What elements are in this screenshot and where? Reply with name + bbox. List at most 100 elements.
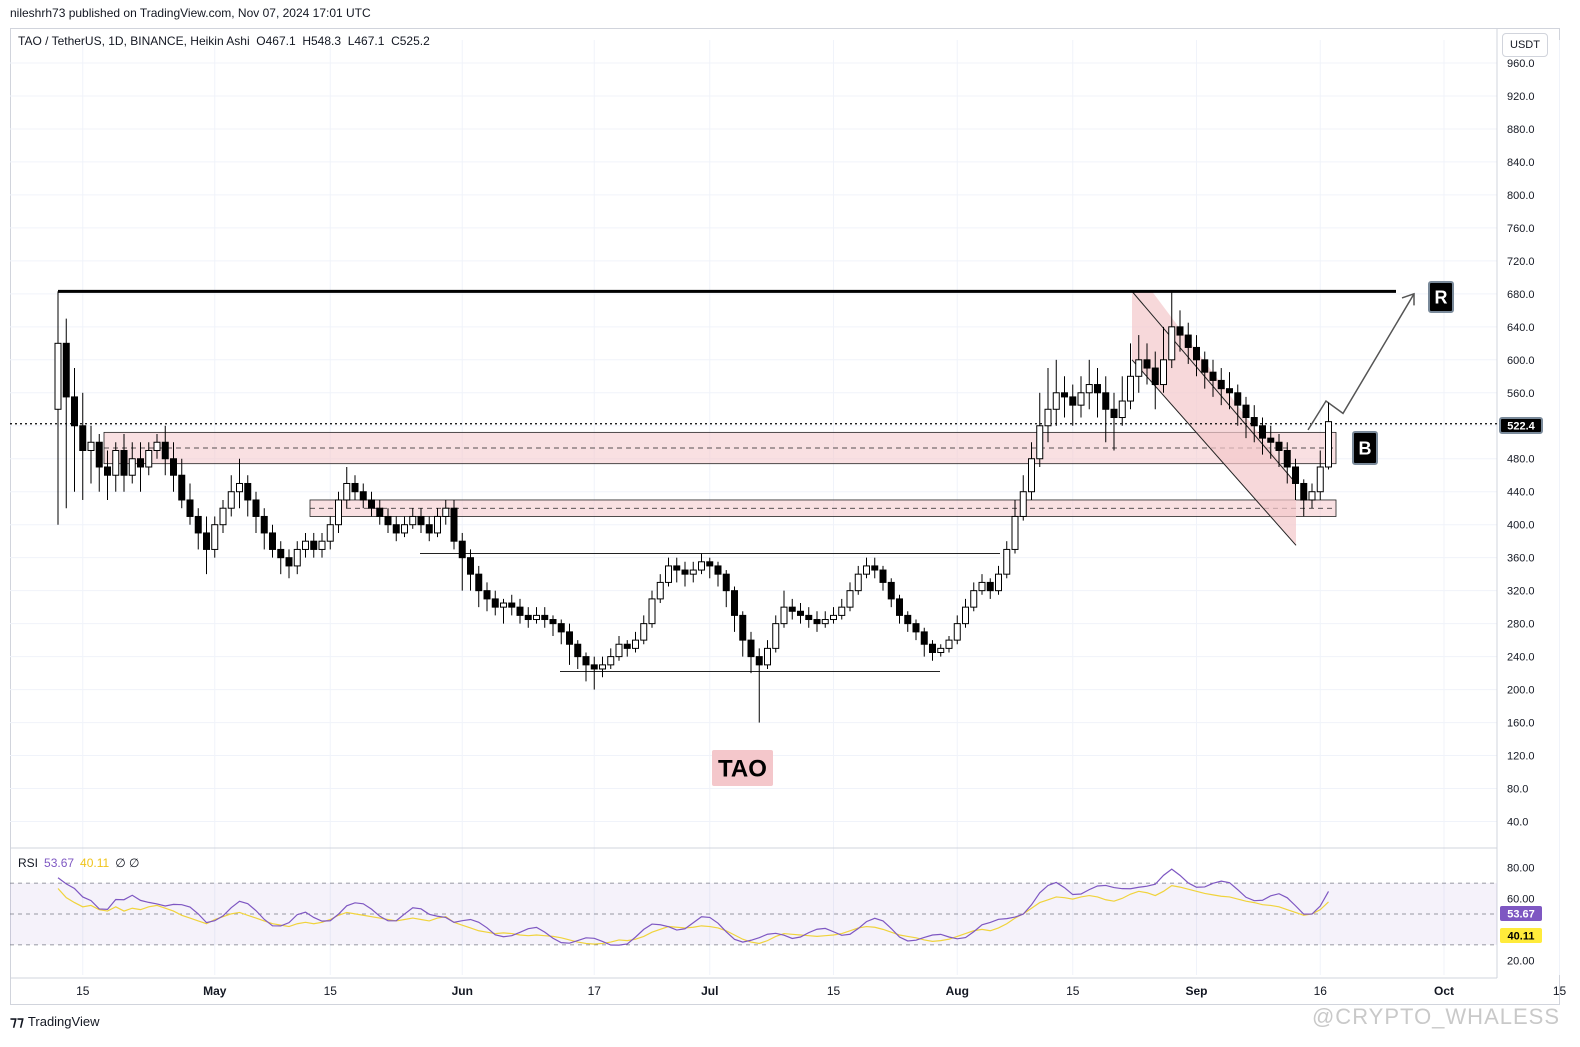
x-tick-label: Aug [946,984,969,998]
tv-brand: TradingView [27,1014,100,1029]
candle-up [995,573,1002,592]
channel-upper [1131,291,1297,484]
candle-down [1217,379,1225,390]
candle-up [937,647,945,653]
y-tick-label: 160.0 [1507,718,1535,730]
candle-up [1028,458,1035,493]
y-tick-label: 560.0 [1507,388,1535,400]
rsi-value-badge-bg [1500,906,1542,921]
candle-down [71,396,78,427]
candle-down [549,619,557,625]
last-price-badge-bg [1499,417,1543,434]
rsi-ma-value: 40.11 [80,856,110,870]
rsi-value: 53.67 [44,856,75,870]
x-tick-label: 16 [1314,984,1328,998]
candle-down [475,573,483,592]
candle-up [335,499,342,526]
candle-down [574,643,582,658]
candle-down [351,482,359,493]
x-tick-label: Oct [1434,984,1454,998]
candle-up [656,581,664,600]
candle-up [1325,421,1332,468]
rsi-value-badge: 53.67 [1500,906,1542,921]
x-tick-label: Jul [701,984,718,998]
candle-up [953,623,961,641]
rsi-value-badge-text: 53.67 [1507,908,1535,920]
y-tick-label: 600.0 [1507,355,1535,367]
asset-label-text: TAO [718,756,767,783]
candle-up [1160,359,1167,386]
candle-down [104,466,111,476]
candle-up [945,639,953,649]
candle-up [689,569,697,575]
candle-up [1036,425,1044,460]
candle-down [450,507,458,542]
rsi-band [10,883,1497,945]
candle-up [1127,375,1134,402]
y-tick-label: 880.0 [1507,124,1535,136]
candle-down [508,602,516,608]
rsi-extra: ∅ ∅ [115,856,140,870]
candle-down [359,491,367,501]
candle-up [863,565,870,575]
candle-up [632,639,639,649]
candle-up [1011,515,1019,550]
candle-up [219,507,227,526]
candle-down [161,441,169,460]
candle-down [194,515,202,534]
x-tick-label: 15 [324,984,338,998]
candle-up [87,441,95,451]
candle-up [1003,548,1011,575]
tradingview-logo[interactable]: ⁊⁊ TradingView [10,1013,99,1030]
candle-up [615,643,623,658]
candle-down [203,532,210,550]
candle-down [722,573,730,592]
candle-up [978,581,986,592]
candle-down [673,565,681,571]
candle-up [830,614,837,621]
candle-down [1226,388,1233,394]
candle-down [483,590,491,600]
x-tick-label: 15 [1066,984,1080,998]
y-tick-label: 440.0 [1507,487,1535,499]
candle-up [302,540,309,550]
candle-up [211,524,219,550]
currency-unit-button[interactable]: USDT [1502,33,1548,57]
candle-up [838,606,846,616]
candle-down [986,581,994,592]
candle-down [590,664,598,670]
candle-down [1267,437,1275,443]
candle-up [236,482,243,493]
y-tick-label: 240.0 [1507,652,1535,664]
candle-up [1019,491,1027,517]
rsi-ma-badge: 40.11 [1500,928,1542,943]
published-note: nileshrh73 published on TradingView.com,… [10,6,371,20]
candle-down [269,532,276,550]
y-tick-label: 280.0 [1507,619,1535,631]
candle-down [417,515,425,526]
candle-up [1135,359,1143,377]
candle-down [1110,408,1118,419]
x-tick-label: 15 [827,984,841,998]
y-tick-label: 120.0 [1507,751,1535,763]
breakout-badge-bg [1352,431,1378,465]
candle-up [772,623,780,649]
candle-down [1094,384,1101,394]
y-tick-label: 720.0 [1507,256,1535,268]
candle-up [698,561,705,571]
candle-down [623,643,631,649]
rsi-pane: 80.00 60.00 20.00 [10,863,1535,967]
candle-up [962,606,969,625]
candle-up [434,515,441,534]
candle-down [731,590,738,616]
structure-lines [10,289,1497,672]
candle-down [1193,346,1200,361]
rsi-tick-label: 20.00 [1507,955,1535,967]
candle-down [557,623,565,633]
candle-down [904,614,912,625]
candle-up [409,515,417,526]
candle-up [854,573,862,592]
candle-down [458,540,466,559]
candle-down [739,614,747,641]
